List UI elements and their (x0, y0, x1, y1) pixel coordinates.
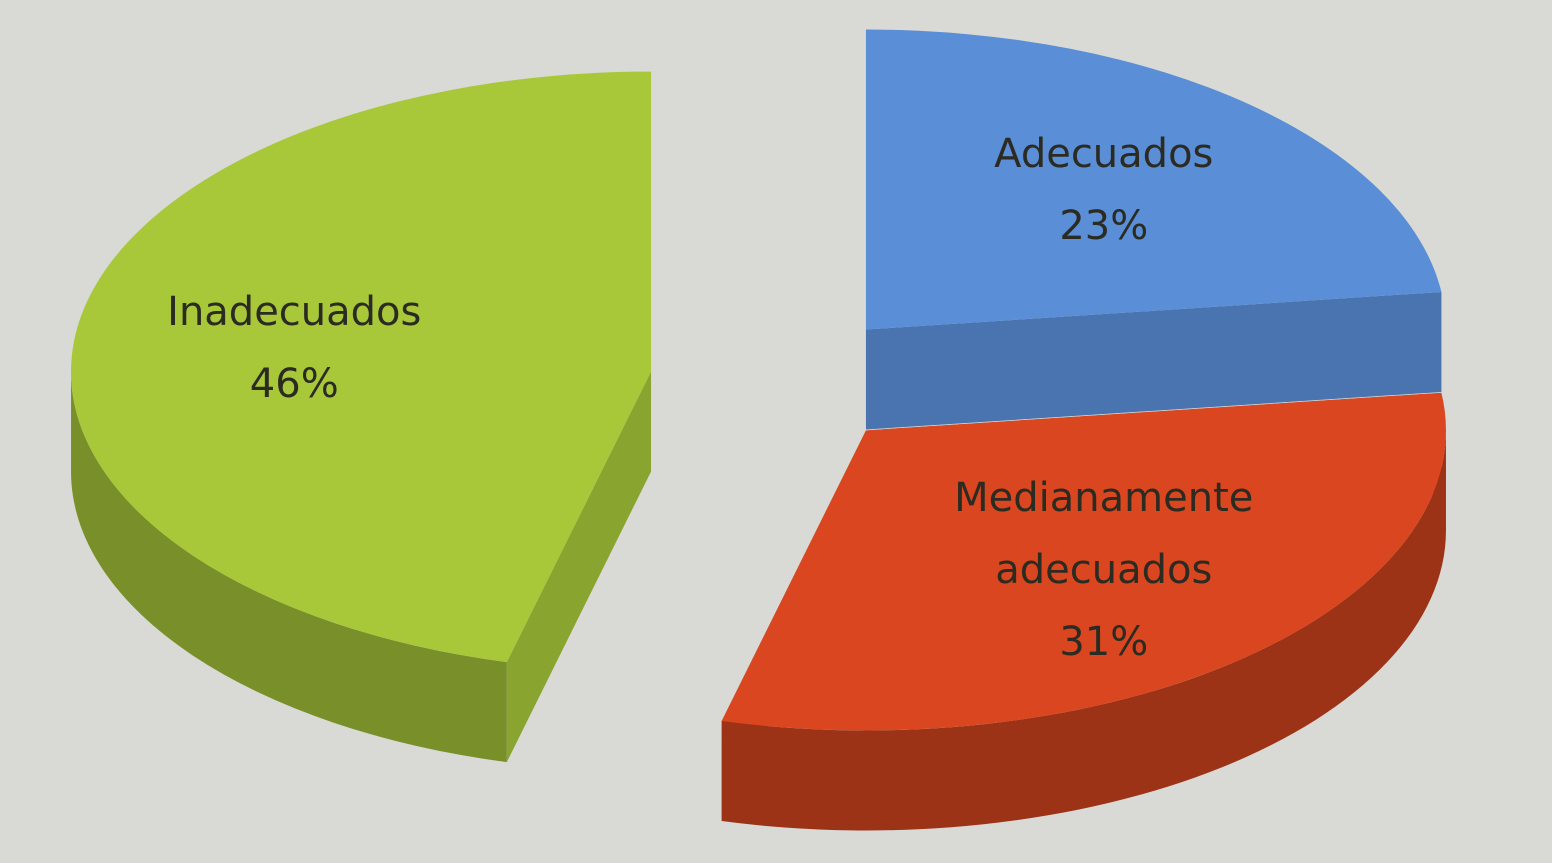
slice (71, 71, 652, 663)
slice-label: Adecuados 23% (914, 118, 1294, 262)
category-label: Adecuados (994, 131, 1214, 178)
slice-wall (865, 291, 1442, 430)
slice-side (71, 371, 507, 763)
value-label: 31% (1059, 618, 1149, 665)
category-label: Inadecuados (167, 289, 422, 336)
value-label: 46% (249, 361, 339, 408)
slice-label: Inadecuados 46% (104, 276, 484, 420)
slice-label: Medianamente adecuados 31% (914, 462, 1294, 678)
category-label: Medianamente adecuados (954, 474, 1254, 593)
slice-side (721, 430, 1446, 831)
slice-wall (506, 371, 652, 763)
slice (865, 29, 1442, 330)
slice (721, 392, 1446, 731)
value-label: 23% (1059, 203, 1149, 250)
